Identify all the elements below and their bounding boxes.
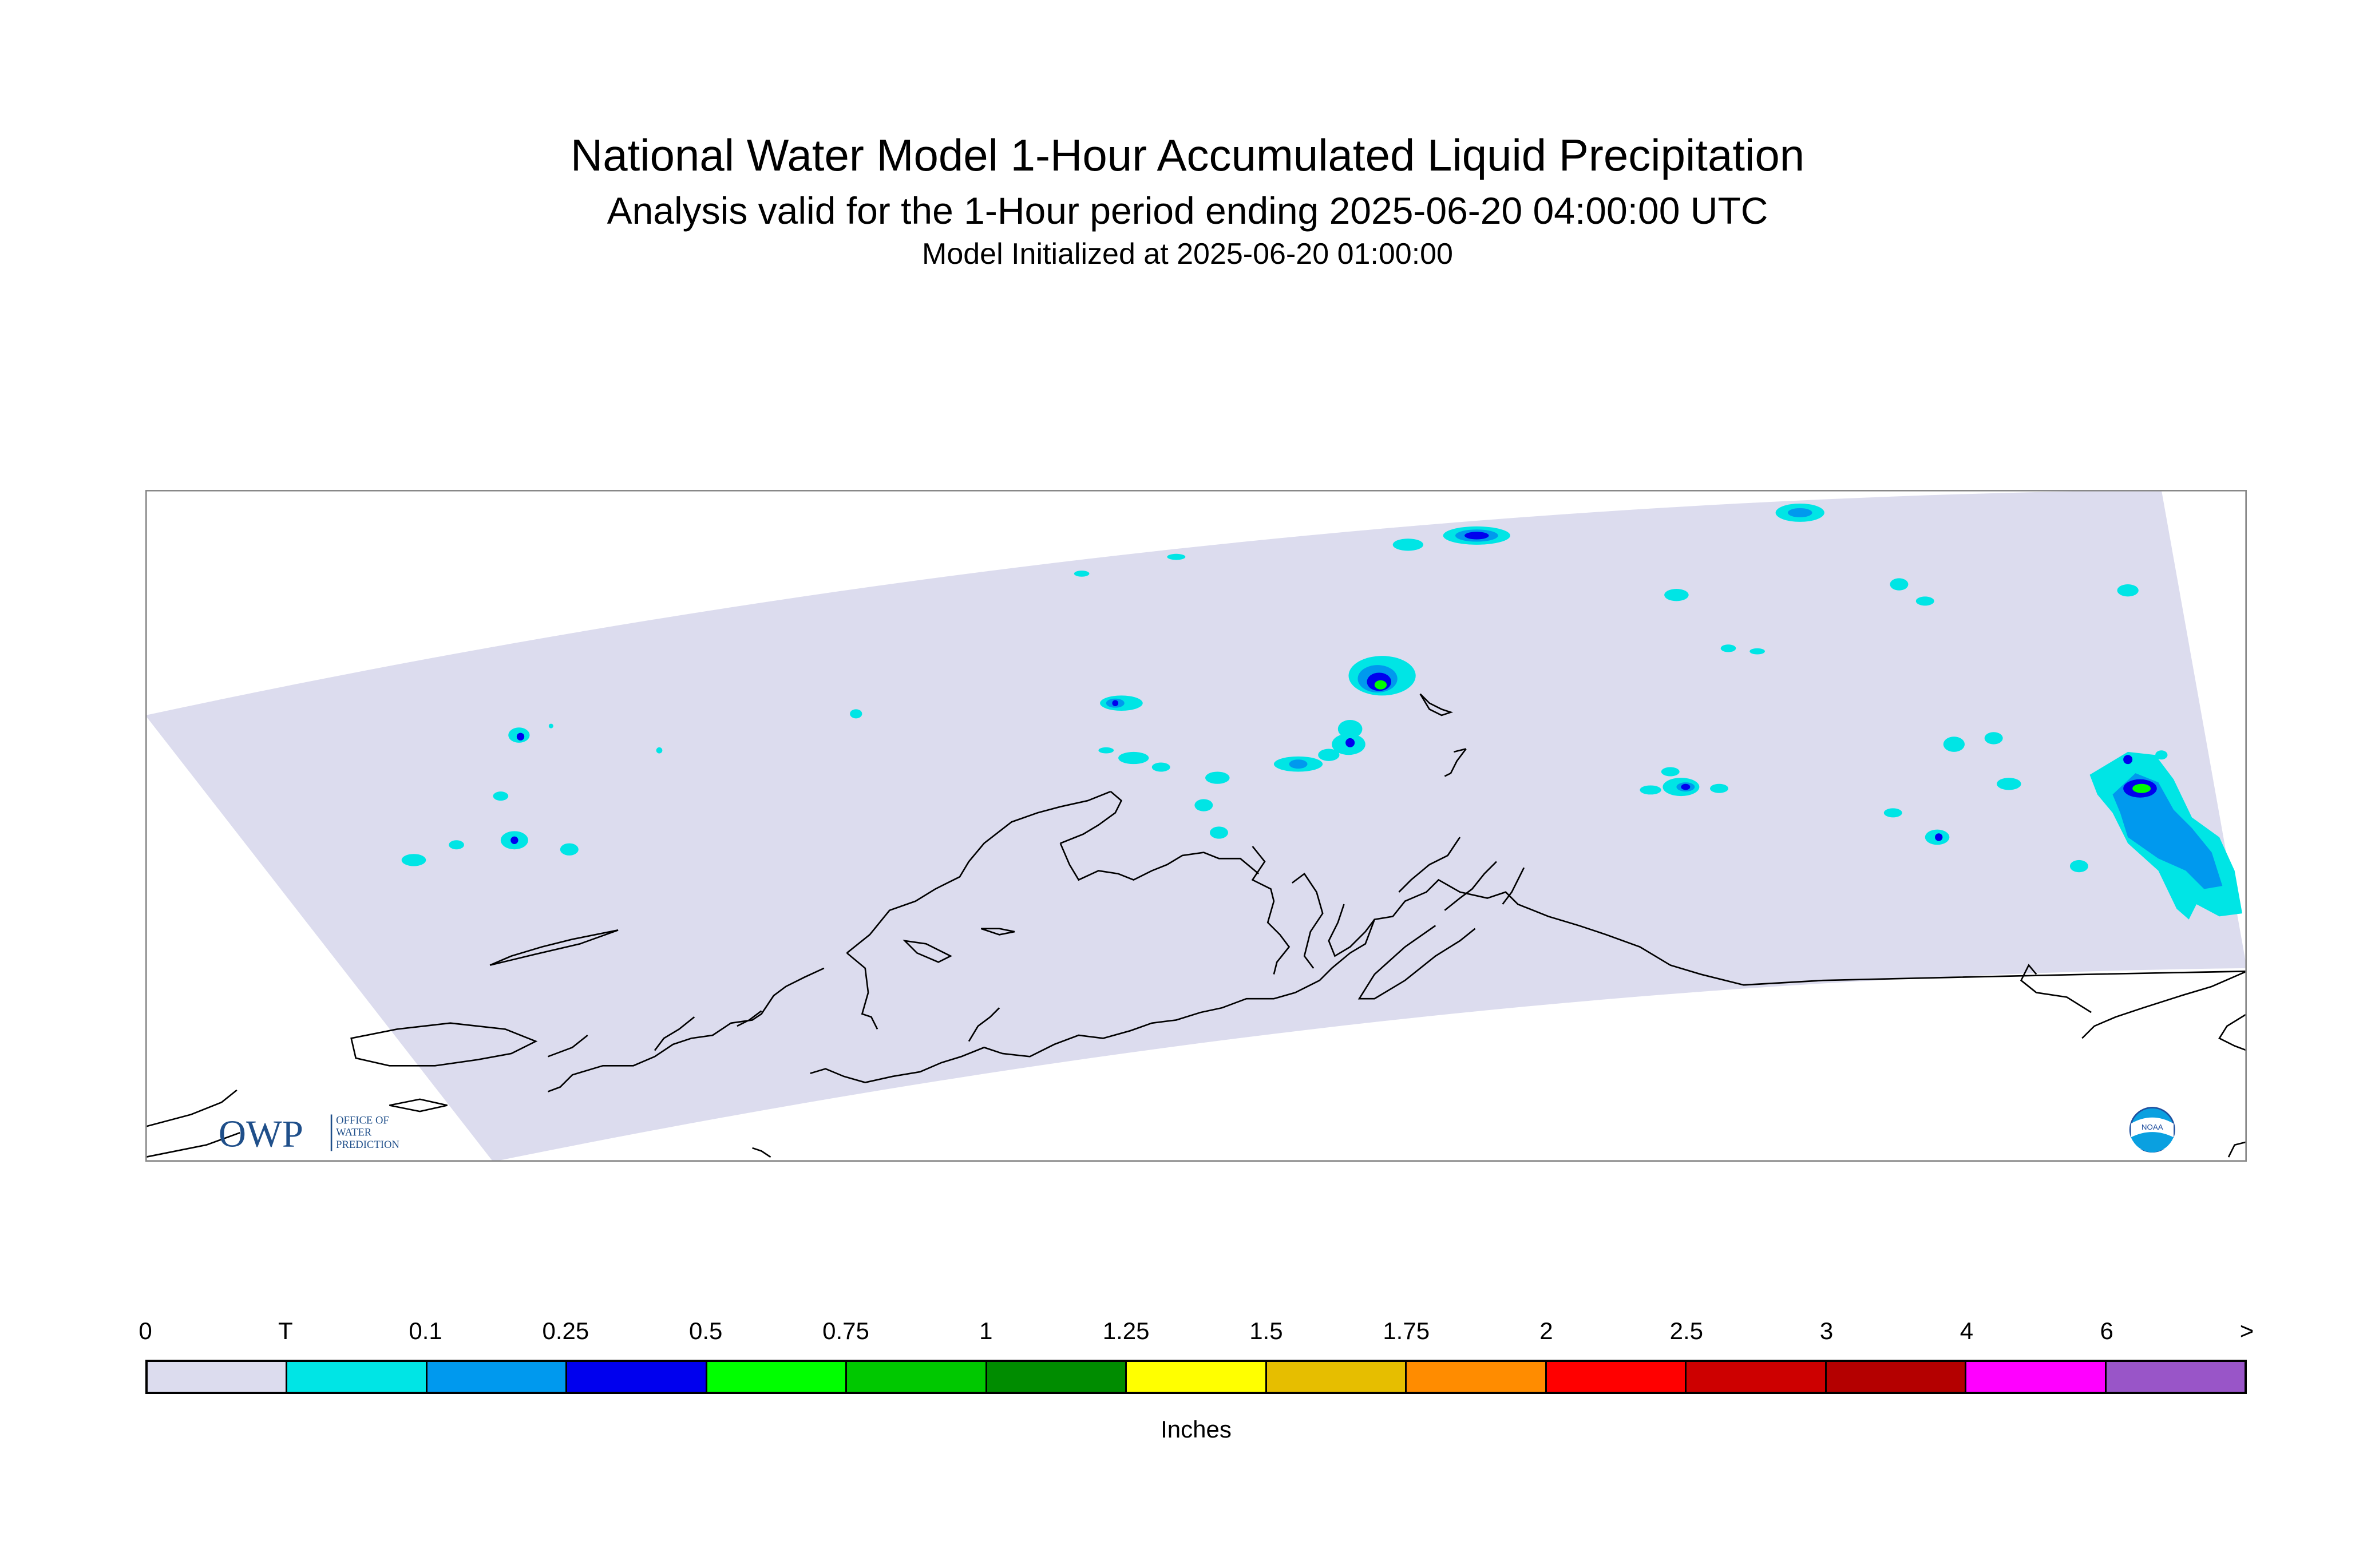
model-domain [145, 490, 2247, 1162]
legend-tick-label: 2.5 [1669, 1317, 1703, 1344]
legend-swatch [987, 1362, 1127, 1392]
precipitation-legend: 0 T 0.1 0.25 0.5 0.75 1 1.25 1.5 1.75 2 2.5 3 4 6 > Inc… [138, 1317, 2254, 1455]
legend-tick-label: T [278, 1317, 293, 1344]
owp-logo-line-3: PREDICTION [336, 1139, 399, 1151]
legend-swatch [1407, 1362, 1547, 1392]
legend-tick-label: > [2239, 1317, 2254, 1344]
legend-tick-label: 0.1 [409, 1317, 442, 1344]
legend-swatch [1546, 1362, 1687, 1392]
legend-swatch [1127, 1362, 1267, 1392]
legend-tick-label: 4 [1960, 1317, 1974, 1344]
noaa-logo: NOAA [2129, 1107, 2175, 1153]
legend-swatch [567, 1362, 707, 1392]
owp-logo: OWP OFFICE OF WATER PREDICTION [219, 1113, 400, 1155]
map-title: National Water Model 1-Hour Accumulated … [570, 130, 1805, 180]
legend-tick-label: 1.5 [1249, 1317, 1283, 1344]
legend-colorbar [145, 1360, 2247, 1394]
legend-units-label: Inches [1161, 1416, 1232, 1443]
coastline [145, 693, 2247, 1158]
legend-swatch [707, 1362, 848, 1392]
owp-logo-line-1: OFFICE OF [336, 1114, 389, 1126]
legend-tick-label: 6 [2100, 1317, 2113, 1344]
owp-logo-mark: OWP [219, 1113, 303, 1155]
precip-patches [401, 503, 2243, 920]
owp-logo-line-2: WATER [336, 1127, 372, 1139]
legend-swatch [2106, 1362, 2245, 1392]
map-subtitle: Analysis valid for the 1-Hour period end… [607, 189, 1768, 232]
legend-swatch [1266, 1362, 1407, 1392]
noaa-logo-text: NOAA [2142, 1123, 2163, 1131]
legend-swatch [847, 1362, 987, 1392]
legend-tick-label: 1 [979, 1317, 993, 1344]
precipitation-map: OWP OFFICE OF WATER PREDICTION NOAA [145, 490, 2247, 1162]
legend-swatch [1687, 1362, 1827, 1392]
legend-swatch [1826, 1362, 1967, 1392]
legend-tick-label: 0.5 [688, 1317, 723, 1344]
legend-tick-label: 2 [1539, 1317, 1553, 1344]
legend-swatch [148, 1362, 288, 1392]
legend-tick-label: 1.25 [1102, 1317, 1150, 1344]
legend-tick-label: 0 [138, 1317, 152, 1344]
model-init-time: Model Initialized at 2025-06-20 01:00:00 [922, 237, 1453, 271]
legend-labels: 0 T 0.1 0.25 0.5 0.75 1 1.25 1.5 1.75 2 2.5 3 4 6 > [138, 1317, 2254, 1352]
legend-tick-label: 1.75 [1383, 1317, 1430, 1344]
legend-swatch [427, 1362, 568, 1392]
legend-tick-label: 0.25 [542, 1317, 589, 1344]
legend-swatch [1966, 1362, 2107, 1392]
legend-tick-label: 3 [1819, 1317, 1834, 1344]
legend-tick-label: 0.75 [822, 1317, 869, 1344]
legend-swatch [287, 1362, 428, 1392]
